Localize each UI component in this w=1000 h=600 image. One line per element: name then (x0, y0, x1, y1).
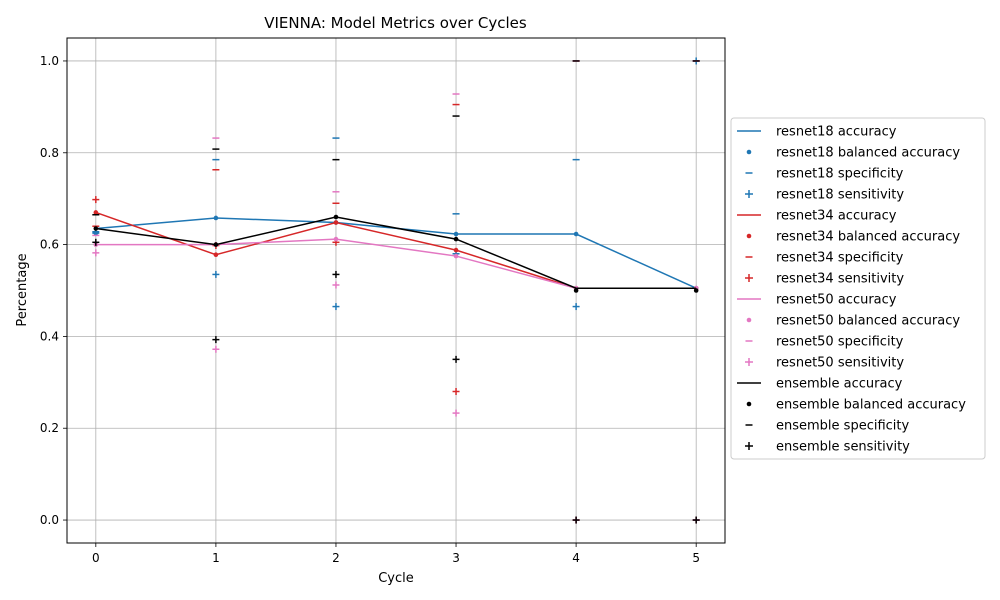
x-tick-label: 2 (332, 551, 340, 565)
legend-box (730, 117, 986, 460)
legend-label: ensemble accuracy (776, 377, 903, 392)
legend-dot-handle (746, 149, 752, 155)
legend-item: resnet34 specificity (745, 251, 904, 266)
legend: resnet18 accuracy resnet18 balanced accur… (730, 117, 986, 460)
legend-label: resnet18 balanced accuracy (776, 146, 960, 161)
plot-frame (66, 37, 726, 544)
ensemble-sensitivity-point (212, 336, 220, 344)
legend-label: ensemble balanced accuracy (776, 398, 966, 413)
ensemble-sensitivity-point (452, 355, 460, 363)
legend-label: ensemble sensitivity (776, 440, 910, 455)
x-tick-label: 4 (572, 551, 580, 565)
resnet34-balanced-accuracy-point (213, 252, 219, 257)
axis-layer: 0 1 2 3 4 5 0.0 0.2 0.4 0.6 0.8 1.0 (40, 54, 700, 565)
ensemble-sensitivity-point (92, 238, 100, 246)
legend-item: ensemble sensitivity (745, 440, 910, 455)
legend-dot-handle (746, 317, 752, 323)
legend-label: resnet34 balanced accuracy (776, 230, 960, 245)
resnet50-sensitivity-point (332, 281, 340, 289)
legend-item: resnet18 balanced accuracy (746, 146, 960, 161)
ensemble-accuracy-line (95, 216, 697, 289)
resnet18-sensitivity-point (332, 303, 340, 311)
legend-label: resnet50 sensitivity (776, 356, 904, 371)
ensemble-balanced-accuracy-point (573, 288, 579, 293)
legend-label: resnet50 accuracy (776, 293, 897, 308)
y-tick-label: 0.4 (40, 329, 59, 343)
resnet18-balanced-accuracy-point (573, 231, 579, 237)
x-tick-label: 3 (452, 551, 460, 565)
legend-item: resnet50 specificity (745, 335, 904, 350)
legend-item: resnet50 balanced accuracy (746, 314, 960, 329)
resnet34-balanced-accuracy-point (453, 247, 459, 253)
legend-label: ensemble specificity (776, 419, 909, 434)
ensemble-sensitivity-point (572, 516, 580, 524)
legend-label: resnet50 balanced accuracy (776, 314, 960, 329)
resnet18-balanced-accuracy-point (453, 231, 459, 237)
resnet34-sensitivity-point (92, 196, 100, 204)
y-tick-label: 0.0 (40, 513, 59, 527)
legend-label: resnet34 accuracy (776, 209, 897, 224)
resnet34-sensitivity-point (452, 388, 460, 395)
legend-item: resnet18 sensitivity (745, 188, 904, 203)
resnet18-sensitivity-point (572, 303, 580, 311)
ensemble-balanced-accuracy-point (693, 288, 699, 293)
legend-label: resnet34 specificity (776, 251, 904, 266)
resnet50-sensitivity-point (452, 409, 460, 417)
legend-item: ensemble balanced accuracy (746, 398, 966, 413)
legend-item: ensemble accuracy (737, 377, 903, 392)
resnet34-balanced-accuracy-point (93, 210, 99, 215)
legend-dot-handle (746, 233, 752, 239)
resnet50-sensitivity-point (92, 249, 100, 257)
legend-item: resnet18 accuracy (737, 125, 897, 140)
ensemble-sensitivity-point (692, 516, 700, 524)
ensemble-balanced-accuracy-point (213, 242, 219, 247)
ensemble-balanced-accuracy-point (333, 214, 339, 220)
legend-item: resnet34 balanced accuracy (746, 230, 960, 245)
legend-label: resnet18 accuracy (776, 125, 897, 140)
legend-item: resnet34 accuracy (737, 209, 897, 224)
legend-item: resnet50 sensitivity (745, 356, 904, 371)
resnet18-sensitivity-point (212, 270, 220, 278)
y-tick-label: 0.2 (40, 421, 59, 435)
legend-item: resnet34 sensitivity (745, 272, 904, 287)
resnet34-balanced-accuracy-point (333, 220, 339, 225)
resnet50-balanced-accuracy-point (333, 236, 339, 242)
x-tick-label: 0 (92, 551, 100, 565)
resnet18-balanced-accuracy-point (213, 215, 219, 221)
legend-label: resnet18 sensitivity (776, 188, 904, 203)
grid-layer (67, 38, 725, 543)
ensemble-balanced-accuracy-point (93, 226, 99, 231)
ensemble-balanced-accuracy-point (453, 236, 459, 242)
y-axis-label: Percentage (15, 253, 30, 326)
legend-item: ensemble specificity (745, 419, 909, 434)
x-axis-label: Cycle (378, 571, 414, 586)
y-tick-label: 0.8 (40, 146, 59, 160)
legend-label: resnet18 specificity (776, 167, 904, 182)
x-tick-label: 1 (212, 551, 220, 565)
ensemble-sensitivity-point (332, 270, 340, 278)
resnet50-sensitivity-point (212, 345, 220, 353)
legend-label: resnet50 specificity (776, 335, 904, 350)
plot-layer (92, 57, 700, 524)
legend-item: resnet50 accuracy (737, 293, 897, 308)
resnet50-balanced-accuracy-point (453, 253, 459, 259)
x-tick-label: 5 (692, 551, 700, 565)
resnet18-balanced-accuracy-point (93, 230, 99, 236)
y-tick-label: 1.0 (40, 54, 59, 68)
legend-label: resnet34 sensitivity (776, 272, 904, 287)
chart-title: VIENNA: Model Metrics over Cycles (264, 14, 527, 32)
legend-item: resnet18 specificity (745, 167, 904, 182)
legend-dot-handle (746, 401, 752, 407)
y-tick-label: 0.6 (40, 238, 59, 252)
